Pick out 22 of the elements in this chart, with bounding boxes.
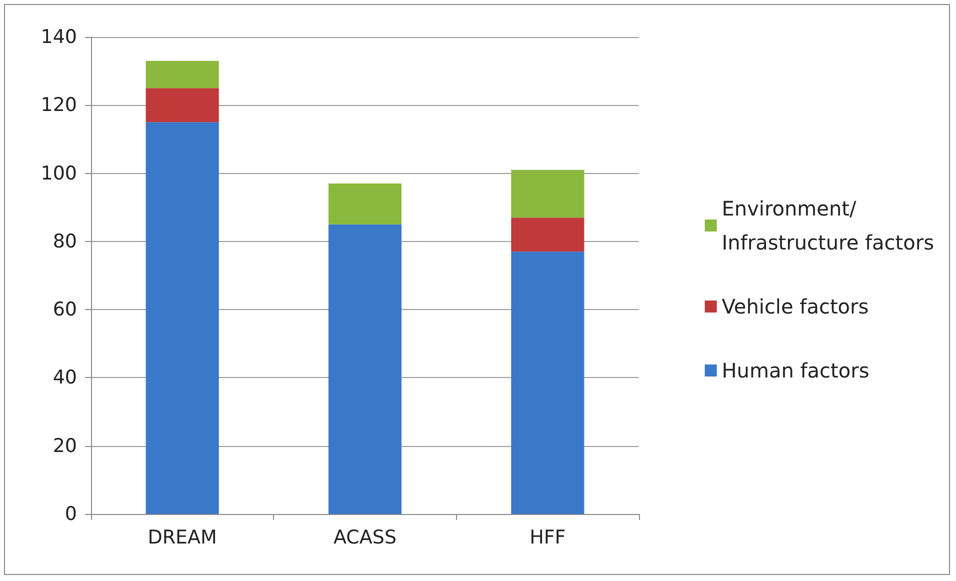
x-tick-label: ACASS — [333, 526, 397, 548]
y-tick-label: 40 — [52, 366, 77, 389]
bar — [146, 122, 219, 514]
bar — [511, 252, 584, 514]
bar — [328, 184, 402, 224]
x-tick-label: DREAM — [148, 526, 217, 548]
y-tick-label: 120 — [40, 94, 77, 116]
y-tick-label: 20 — [52, 434, 77, 457]
x-tick-label: HFF — [530, 526, 566, 548]
legend-label: Environment/ Infrastructure factors — [722, 196, 934, 254]
y-tick-label: 100 — [40, 162, 77, 184]
legend-label: Vehicle factors — [722, 294, 869, 318]
y-tick-label: 140 — [40, 26, 77, 48]
legend-label: Human factors — [722, 358, 870, 382]
bar — [146, 88, 219, 122]
y-tick-label: 60 — [52, 298, 77, 321]
bar — [328, 224, 402, 514]
bar — [511, 170, 584, 218]
bar — [511, 218, 584, 252]
bar — [146, 60, 219, 88]
y-tick-label: 80 — [52, 230, 77, 252]
y-tick-label: 0 — [64, 503, 77, 525]
